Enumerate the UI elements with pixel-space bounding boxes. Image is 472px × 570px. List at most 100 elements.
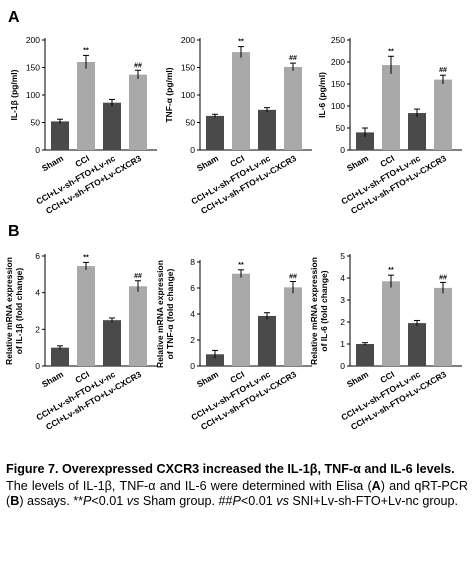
bar [129,74,147,150]
y-tick-label: 50 [336,123,346,133]
bar [356,132,374,150]
y-axis-label-line: TNF-α (pg/ml) [164,67,174,122]
y-axis-label-line: of IL-6 (fold change) [319,270,329,351]
y-axis-label: Relative mRNA expressionof TNF-α (fold c… [155,260,175,368]
y-tick-label: 3 [340,295,345,305]
y-tick-label: 0 [340,145,345,155]
y-tick-label: 50 [186,118,196,128]
panel-label: A [8,9,20,26]
y-tick-label: 2 [35,324,40,334]
caption-text-3: ) assays. ** [19,494,84,508]
caption-text-7: SNI+Lv-sh-FTO+Lv-nc group. [288,494,459,508]
bar [103,102,121,150]
bar [382,65,400,150]
bar [129,286,147,366]
significance-mark: ** [83,47,89,54]
y-axis-label-line: IL-6 (pg/ml) [317,72,327,118]
y-tick-label: 4 [340,273,345,283]
y-tick-label: 2 [340,317,345,327]
caption-ref-b: B [10,494,20,508]
caption-p-2: P [232,494,241,508]
bar [206,354,224,366]
bar [382,281,400,366]
y-tick-label: 8 [190,257,195,267]
significance-mark: ## [439,274,447,281]
y-axis-label: Relative mRNA expressionof IL-1β (fold c… [4,257,24,365]
significance-mark: ## [134,273,142,280]
caption-p-1: P [83,494,92,508]
x-tick-label: Sham [40,369,65,389]
y-tick-label: 250 [331,35,345,45]
panel-label: B [8,223,20,240]
bar [103,320,121,366]
significance-mark: ## [289,274,297,281]
y-tick-label: 200 [181,35,195,45]
caption-text-2: ) and qRT-PCR ( [6,478,468,509]
y-tick-label: 2 [190,335,195,345]
y-tick-label: 200 [26,35,40,45]
bar [77,62,95,150]
y-tick-label: 4 [190,309,195,319]
significance-mark: ## [439,67,447,74]
y-axis-label: Relative mRNA expressionof IL-6 (fold ch… [309,257,329,365]
bar [258,109,276,150]
y-tick-label: 100 [181,90,195,100]
y-tick-label: 1 [340,339,345,349]
x-tick-label: Sham [40,153,65,173]
y-tick-label: 0 [340,361,345,371]
y-tick-label: 5 [340,251,345,261]
caption-text-6: <0.01 [240,494,277,508]
y-axis-label-line: Relative mRNA expression [309,257,319,365]
bar [356,344,374,366]
y-tick-label: 50 [31,118,41,128]
caption-title: Figure 7. Overexpressed CXCR3 increased … [6,462,455,476]
caption-ref-a: A [371,478,381,493]
y-axis-label: IL-6 (pg/ml) [317,72,327,118]
bar [284,287,302,366]
x-tick-label: Sham [195,153,220,173]
bar [408,323,426,366]
significance-mark: ## [289,55,297,62]
y-tick-label: 0 [190,145,195,155]
x-tick-label: Sham [345,153,370,173]
y-axis-label-line: Relative mRNA expression [4,257,14,365]
significance-mark: ** [238,39,244,46]
bar [51,347,69,366]
y-tick-label: 200 [331,57,345,67]
bar [77,266,95,366]
significance-mark: ** [388,48,394,55]
y-tick-label: 100 [331,101,345,111]
y-tick-label: 100 [26,90,40,100]
figure-caption: Figure 7. Overexpressed CXCR3 increased … [6,462,468,510]
significance-mark: ## [134,62,142,69]
bar [232,273,250,366]
caption-body: The levels of IL-1β, TNF-α and IL-6 were… [6,479,468,510]
caption-text-4: <0.01 [91,494,127,508]
bar [408,113,426,150]
caption-vs-1: vs [126,494,140,508]
y-tick-label: 0 [35,361,40,371]
y-tick-label: 150 [26,63,40,73]
bar [434,287,452,366]
caption-text-1: The levels of IL-1β, TNF-α and IL-6 were… [6,478,372,493]
y-tick-label: 150 [181,63,195,73]
y-tick-label: 6 [35,251,40,261]
y-axis-label-line: of TNF-α (fold change) [165,268,175,359]
bar [232,52,250,150]
bar [206,115,224,150]
x-tick-label: Sham [195,369,220,389]
y-tick-label: 6 [190,283,195,293]
y-axis-label: IL-1β (pg/ml) [9,69,19,120]
y-tick-label: 150 [331,79,345,89]
y-axis-label: TNF-α (pg/ml) [164,67,174,122]
caption-text-5: Sham group. ## [139,494,233,508]
bar [434,79,452,150]
y-tick-label: 0 [190,361,195,371]
bar [51,121,69,150]
y-tick-label: 0 [35,145,40,155]
significance-mark: ** [83,254,89,261]
y-axis-label-line: of IL-1β (fold change) [14,268,24,355]
significance-mark: ** [238,262,244,269]
y-axis-label-line: IL-1β (pg/ml) [9,69,19,120]
